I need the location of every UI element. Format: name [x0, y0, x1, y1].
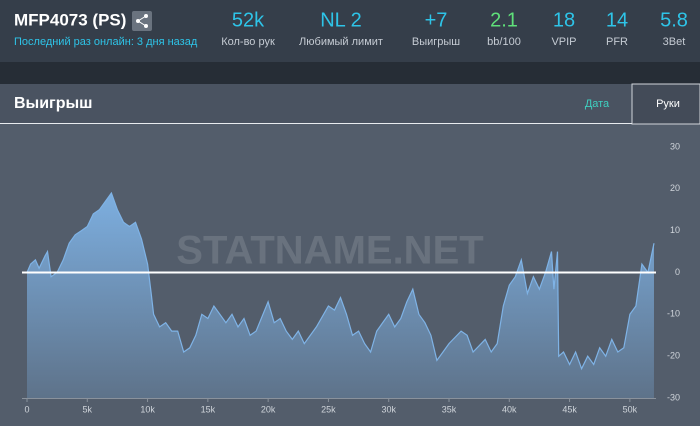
- y-tick-label: -30: [667, 392, 680, 402]
- stat-value: 5.8: [660, 9, 688, 31]
- stat-label: bb/100: [487, 36, 521, 48]
- tab[interactable]: Дата: [585, 98, 610, 110]
- y-tick-label: 20: [670, 183, 680, 193]
- stat-value: 52k: [232, 9, 265, 31]
- panel-header: [0, 84, 700, 124]
- stat-value: NL 2: [320, 9, 362, 31]
- x-tick-label: 25k: [321, 404, 336, 414]
- x-tick-label: 15k: [201, 404, 216, 414]
- x-tick-label: 30k: [381, 404, 396, 414]
- x-tick-label: 45k: [562, 404, 577, 414]
- band: [0, 62, 700, 84]
- stat-value: 2.1: [490, 9, 518, 31]
- panel-title: Выигрыш: [14, 95, 93, 112]
- stat-value: 14: [606, 9, 628, 31]
- y-tick-label: 10: [670, 225, 680, 235]
- x-tick-label: 0: [24, 404, 29, 414]
- share-icon[interactable]: [132, 11, 152, 31]
- stat-value: +7: [425, 9, 448, 31]
- stat-label: PFR: [606, 36, 628, 48]
- stat-label: Кол-во рук: [221, 36, 275, 48]
- header-bg: [0, 0, 700, 62]
- x-tick-label: 20k: [261, 404, 276, 414]
- y-tick-label: 30: [670, 141, 680, 151]
- stat-label: Выигрыш: [412, 36, 460, 48]
- stat-value: 18: [553, 9, 575, 31]
- stat-label: 3Bet: [663, 36, 686, 48]
- area-fill: [27, 193, 654, 398]
- tab-active-bg: [631, 83, 700, 125]
- player-name: MFP4073 (PS): [14, 10, 126, 29]
- y-tick-label: -10: [667, 309, 680, 319]
- x-tick-label: 40k: [502, 404, 517, 414]
- stat-label: Любимый лимит: [299, 36, 383, 48]
- tab[interactable]: Руки: [656, 98, 680, 110]
- y-tick-label: 0: [675, 267, 680, 277]
- x-tick-label: 50k: [623, 404, 638, 414]
- x-tick-label: 5k: [83, 404, 93, 414]
- x-tick-label: 10k: [140, 404, 155, 414]
- y-tick-label: -20: [667, 351, 680, 361]
- watermark: STATNAME.NET: [176, 229, 483, 273]
- area-line: [26, 191, 655, 371]
- x-tick-label: 35k: [442, 404, 457, 414]
- stat-label: VPIP: [551, 36, 576, 48]
- last-online: Последний раз онлайн: 3 дня назад: [14, 36, 198, 48]
